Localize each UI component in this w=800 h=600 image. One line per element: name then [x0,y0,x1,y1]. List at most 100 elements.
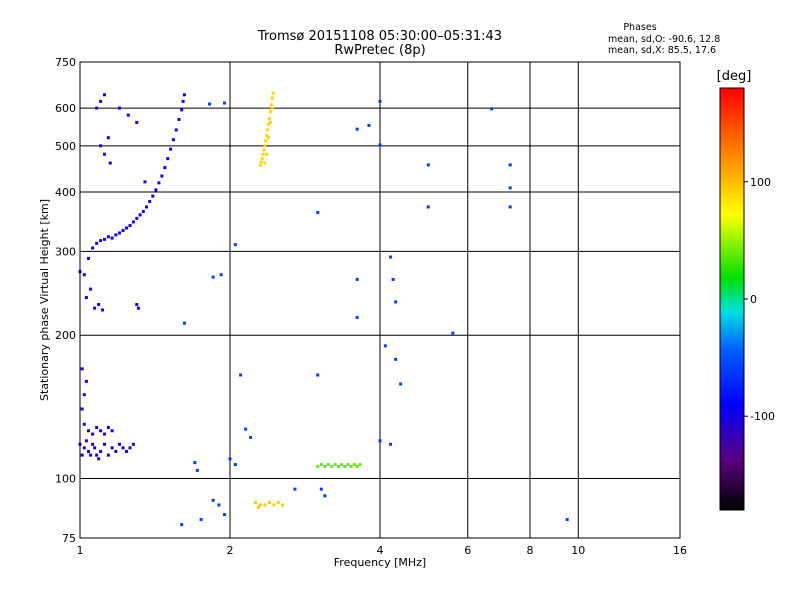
data-point [141,209,145,213]
colorbar-tick-label: 0 [750,293,757,306]
data-point [135,303,139,307]
data-point [99,449,103,453]
data-point [95,106,99,110]
x-tick-label: 10 [571,544,585,557]
data-point [82,422,86,426]
data-point [117,442,121,446]
data-point [103,237,107,241]
data-point [508,186,512,190]
data-point [86,256,90,260]
data-point [84,296,88,300]
data-point [121,228,125,232]
data-point [260,157,264,161]
data-point [263,144,267,148]
data-point [110,429,114,433]
data-point [378,143,382,147]
data-point [217,503,221,507]
data-point [316,373,320,377]
data-point [265,134,269,138]
colorbar [719,87,745,511]
data-point [565,518,569,522]
y-axis-label: Stationary phase Virtual Height [km] [38,199,51,401]
data-point [268,120,272,124]
y-tick-label: 750 [55,56,76,69]
data-point [211,275,215,279]
data-point [106,453,110,457]
data-point [106,235,110,239]
data-point [281,503,285,507]
data-point [323,494,327,498]
data-point [266,128,270,132]
data-point [174,128,178,132]
x-tick-label: 4 [377,544,384,557]
data-point [99,429,103,433]
data-point [394,357,398,361]
data-point [99,99,103,103]
data-point [389,442,393,446]
data-point [451,331,455,335]
data-point [399,382,403,386]
data-point [223,513,227,517]
data-point [99,239,103,243]
data-point [82,393,86,397]
x-tick-label: 2 [227,544,234,557]
data-point [86,429,90,433]
chart-title: Tromsø 20151108 05:30:00–05:31:43 [257,29,502,44]
data-point [143,180,147,184]
data-point [136,306,140,310]
data-point [258,163,262,167]
data-point [265,152,269,156]
data-point [80,407,84,411]
data-point [490,107,494,111]
data-point [171,138,175,142]
data-point [340,463,344,467]
data-point [106,136,110,140]
stats-heading: Phases [623,22,656,33]
data-point [103,93,107,97]
data-point [239,373,243,377]
y-tick-label: 200 [55,329,76,342]
data-point [169,147,173,151]
data-point [233,463,237,467]
data-point [270,96,274,100]
data-point [97,303,101,307]
data-point [319,463,323,467]
stats-o-line: mean, sd,O: -90.6, 12.8 [608,34,720,45]
data-point [355,464,359,468]
data-point [253,501,257,505]
data-point [131,442,135,446]
data-point [211,498,215,502]
y-tick-label: 300 [55,245,76,258]
data-point [378,99,382,103]
chart-subtitle: RwPretec (8p) [334,43,425,58]
data-point [267,501,271,505]
colorbar-label: [deg] [717,69,752,84]
data-point [180,108,184,112]
data-point [271,91,275,95]
data-point [355,277,359,281]
y-axis-ticks: 75 100 200 300 400 500 600 750 [55,56,76,545]
y-tick-label: 600 [55,102,76,115]
data-point [84,439,88,443]
data-point [160,174,164,178]
data-point [267,122,271,126]
data-point [219,273,223,277]
data-point [181,99,185,103]
data-point [262,148,266,152]
data-point [117,106,121,110]
data-point [131,220,135,224]
data-point [95,241,99,245]
data-point [256,505,260,509]
data-point [346,463,350,467]
data-point [121,446,125,450]
data-point [91,246,95,250]
data-point [323,464,327,468]
data-point [358,463,362,467]
data-point [82,446,86,450]
data-point [383,344,387,348]
data-point [128,224,132,228]
colorbar-tick-label: -100 [750,410,775,423]
data-point [378,439,382,443]
data-point [276,501,280,505]
